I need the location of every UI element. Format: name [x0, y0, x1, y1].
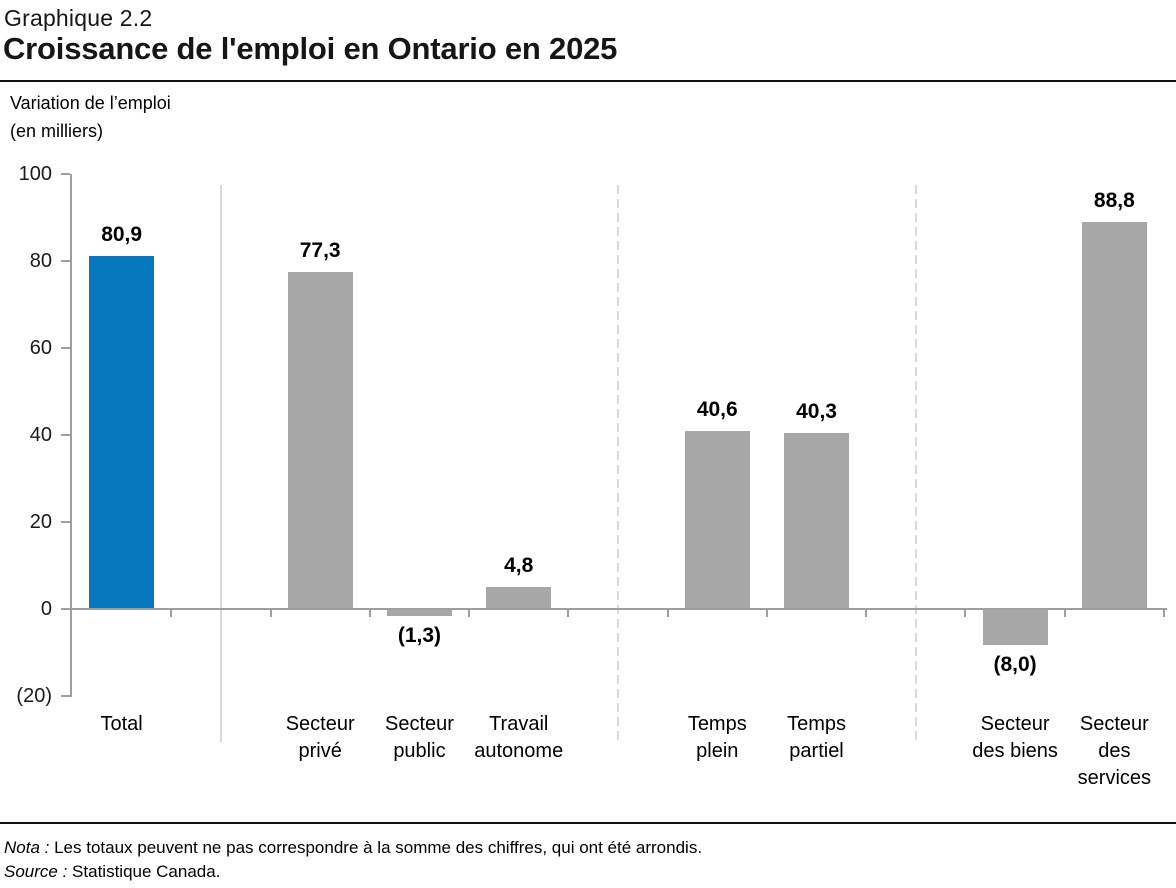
bar-value-label-secteur-des-services: 88,8 — [1093, 188, 1135, 212]
x-axis-tick — [1063, 608, 1066, 617]
source-text: Statistique Canada. — [72, 862, 221, 881]
category-label-secteur-des-services: Secteur des services — [1077, 713, 1152, 789]
footnotes: Nota : Les totaux peuvent ne pas corresp… — [4, 836, 702, 884]
x-axis-tick — [666, 608, 669, 617]
x-axis-line — [72, 608, 1167, 610]
bar-temps-plein — [684, 431, 750, 608]
nota-label: Nota : — [4, 838, 50, 857]
y-axis-tick-label: 100 — [18, 163, 52, 185]
x-axis-tick — [170, 608, 173, 617]
y-axis-tick — [61, 173, 70, 175]
y-axis-tick — [61, 695, 70, 697]
x-axis-tick — [468, 608, 471, 617]
x-axis-tick — [1163, 608, 1165, 617]
y-axis-tick — [61, 434, 70, 436]
category-label-total: Total — [100, 713, 143, 735]
y-axis-tick — [61, 608, 70, 610]
footer-divider — [0, 822, 1176, 824]
bar-secteur-prive — [287, 271, 353, 608]
bar-value-label-temps-plein: 40,6 — [696, 398, 738, 422]
x-axis-tick — [964, 608, 967, 617]
bar-secteur-des-biens — [982, 610, 1048, 645]
bar-value-label-total: 80,9 — [101, 223, 143, 247]
x-axis-tick — [865, 608, 868, 617]
group-divider-dashed — [914, 185, 917, 742]
category-label-secteur-public: Secteur public — [384, 713, 454, 762]
y-axis-tick-label: 0 — [40, 598, 52, 620]
x-axis-tick — [765, 608, 768, 617]
bar-value-label-secteur-public: (1,3) — [397, 623, 442, 647]
group-divider-dashed — [617, 185, 619, 742]
category-label-temps-partiel: Temps partiel — [787, 713, 846, 762]
y-axis-tick-label: 40 — [29, 424, 52, 446]
x-axis-tick — [269, 608, 272, 617]
y-axis-tick-label: (20) — [16, 685, 52, 707]
y-axis-tick-label: 20 — [29, 511, 52, 533]
y-axis-tick — [61, 521, 70, 523]
category-label-secteur-des-biens: Secteur des biens — [972, 713, 1058, 762]
bar-secteur-public — [386, 610, 452, 616]
category-label-temps-plein: Temps plein — [687, 713, 747, 762]
x-axis-tick — [567, 608, 570, 617]
y-axis-line — [70, 174, 72, 697]
bar-travail-autonome — [486, 587, 552, 608]
source-line: Source : Statistique Canada. — [4, 860, 702, 884]
source-label: Source : — [4, 862, 68, 881]
bar-value-label-secteur-prive: 77,3 — [299, 238, 341, 262]
category-label-travail-autonome: Travail autonome — [474, 713, 564, 762]
bar-temps-partiel — [784, 432, 850, 608]
nota-line: Nota : Les totaux peuvent ne pas corresp… — [4, 836, 702, 860]
bar-value-label-temps-partiel: 40,3 — [796, 399, 837, 423]
y-axis-unit-line2: (en milliers) — [10, 121, 104, 141]
bar-value-label-travail-autonome: 4,8 — [504, 554, 534, 578]
nota-text: Les totaux peuvent ne pas correspondre à… — [54, 838, 703, 857]
bar-value-label-secteur-des-biens: (8,0) — [993, 652, 1037, 676]
page-title: Croissance de l'emploi en Ontario en 202… — [3, 31, 618, 66]
chart-number: Graphique 2.2 — [4, 5, 153, 31]
category-label-secteur-prive: Secteur privé — [285, 713, 355, 762]
x-axis-tick — [368, 608, 371, 617]
bar-secteur-des-services — [1081, 221, 1147, 608]
group-divider-solid — [219, 185, 222, 742]
y-axis-tick — [61, 347, 70, 349]
y-axis-unit-line1: Variation de l’emploi — [10, 93, 171, 113]
y-axis-tick-label: 60 — [29, 337, 52, 359]
y-axis-tick — [61, 260, 70, 262]
title-divider — [0, 80, 1176, 82]
y-axis-tick-label: 80 — [29, 250, 52, 272]
y-axis-unit-label: Variation de l’emploi (en milliers) — [10, 89, 171, 145]
bar-total — [89, 256, 155, 608]
